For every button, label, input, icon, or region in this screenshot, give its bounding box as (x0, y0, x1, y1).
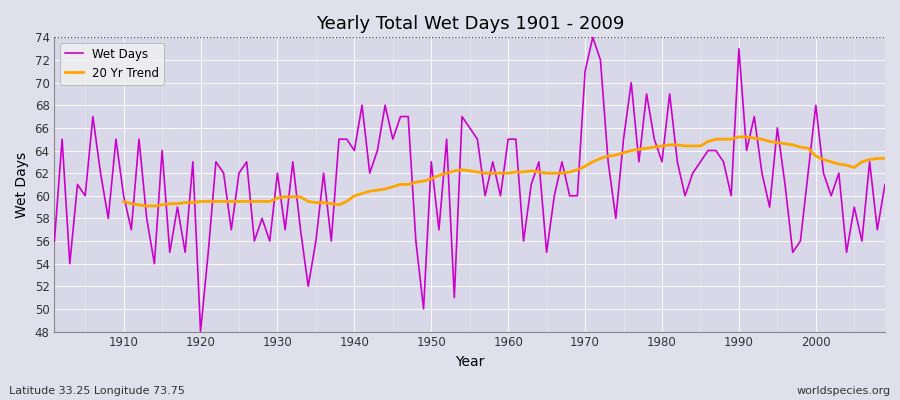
20 Yr Trend (580, 164, 590, 169)
20 Yr Trend (141, 204, 152, 208)
Line: Wet Days: Wet Days (54, 37, 885, 332)
Wet Days (503, 137, 514, 142)
20 Yr Trend (833, 162, 844, 166)
Line: 20 Yr Trend: 20 Yr Trend (123, 137, 885, 206)
20 Yr Trend (518, 170, 529, 174)
Text: Latitude 33.25 Longitude 73.75: Latitude 33.25 Longitude 73.75 (9, 386, 184, 396)
Title: Yearly Total Wet Days 1901 - 2009: Yearly Total Wet Days 1901 - 2009 (316, 15, 624, 33)
Wet Days (287, 160, 298, 164)
Text: worldspecies.org: worldspecies.org (796, 386, 891, 396)
Legend: Wet Days, 20 Yr Trend: Wet Days, 20 Yr Trend (60, 43, 164, 84)
20 Yr Trend (272, 196, 283, 200)
Y-axis label: Wet Days: Wet Days (15, 151, 29, 218)
Wet Days (334, 137, 345, 142)
Wet Days (111, 137, 122, 142)
20 Yr Trend (302, 199, 313, 204)
X-axis label: Year: Year (455, 355, 484, 369)
20 Yr Trend (734, 134, 744, 139)
Wet Days (510, 137, 521, 142)
Wet Days (610, 216, 621, 221)
20 Yr Trend (857, 160, 868, 164)
20 Yr Trend (118, 199, 129, 204)
Wet Days (588, 35, 598, 40)
Wet Days (879, 182, 890, 187)
Wet Days (195, 329, 206, 334)
Wet Days (49, 239, 59, 244)
20 Yr Trend (879, 156, 890, 161)
